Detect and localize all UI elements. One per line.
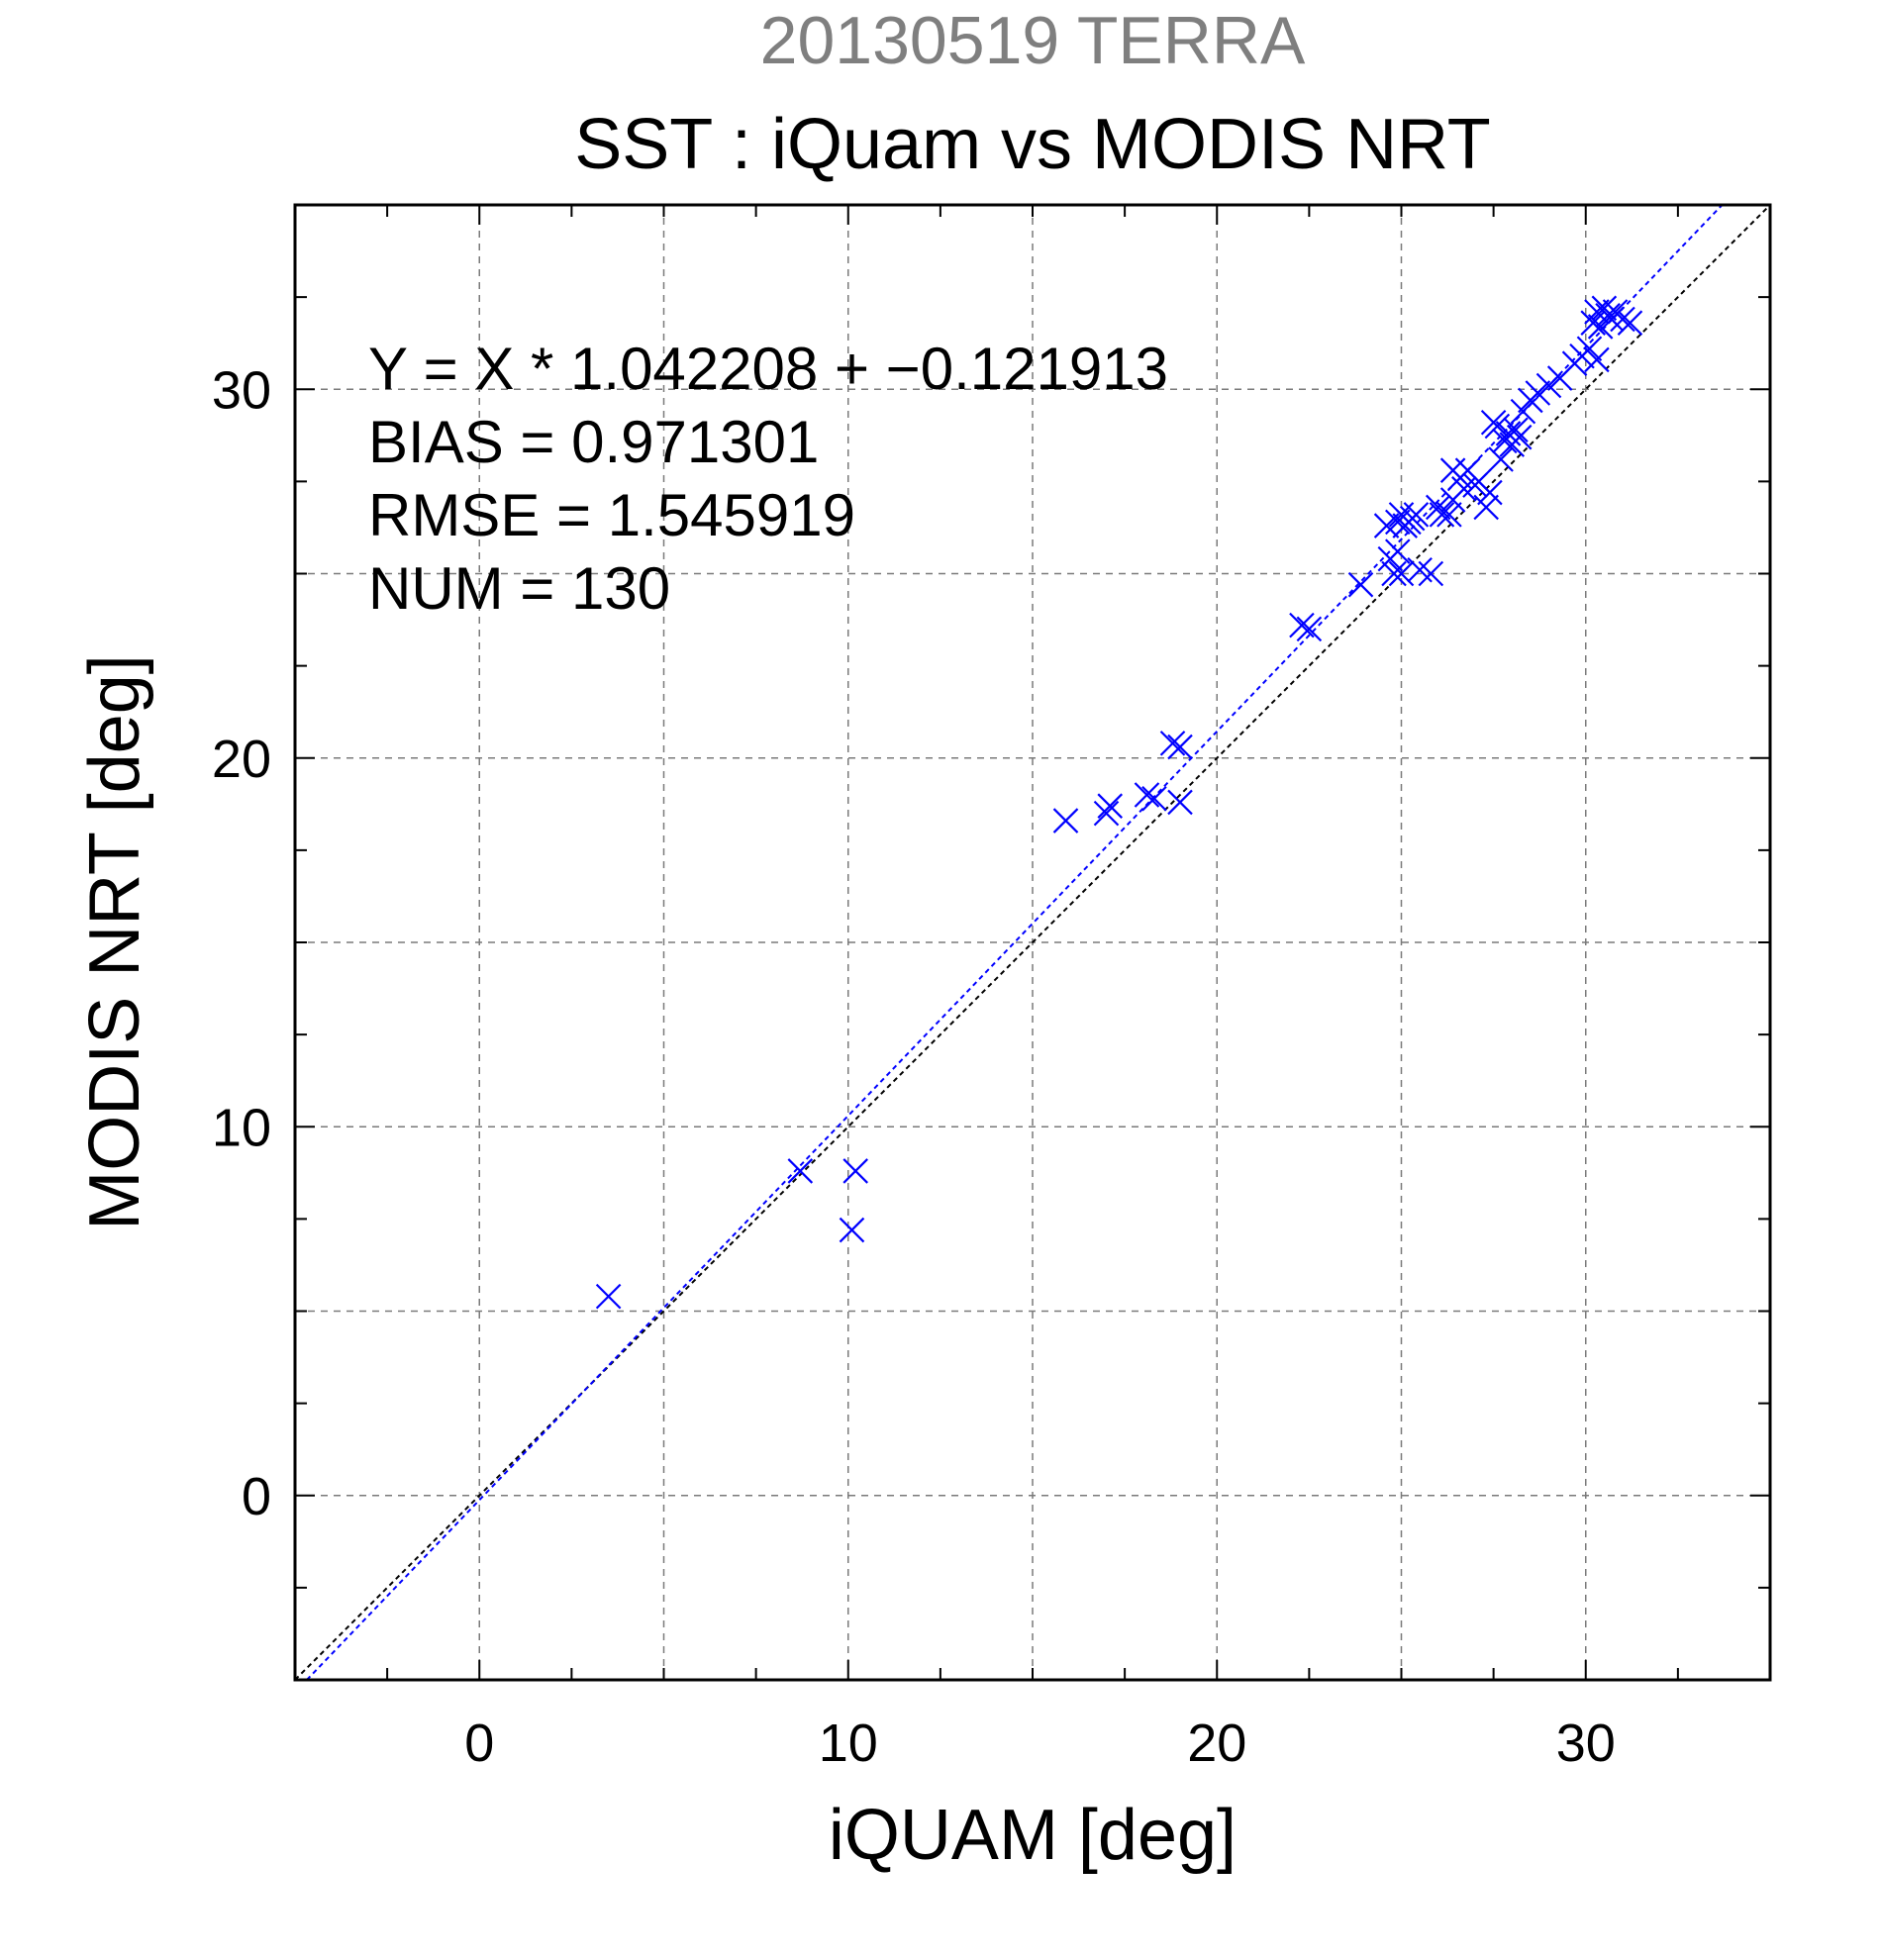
data-point: [1510, 398, 1536, 425]
data-point: [1418, 560, 1444, 587]
annotation-rmse: RMSE = 1.545919: [368, 482, 855, 548]
grid: [295, 205, 1770, 1680]
data-point: [1052, 808, 1079, 833]
data-point: [1488, 446, 1514, 472]
annotation-num: NUM = 130: [368, 555, 670, 622]
y-tick-label: 30: [212, 360, 271, 420]
data-point: [1610, 306, 1635, 333]
data-point: [1584, 346, 1610, 373]
data-point: [842, 1158, 868, 1184]
data-point: [1289, 612, 1315, 638]
identity-line: [294, 204, 1771, 1681]
data-point: [1473, 494, 1499, 521]
data-point: [1429, 502, 1455, 528]
reference-lines: [294, 204, 1771, 1681]
y-tick-label: 0: [242, 1467, 271, 1526]
annotation-bias: BIAS = 0.971301: [368, 409, 819, 475]
data-point: [1141, 785, 1167, 812]
x-tick-label: 20: [1187, 1714, 1246, 1773]
data-point: [1403, 502, 1430, 528]
data-point: [1159, 731, 1186, 756]
data-point: [1167, 789, 1193, 816]
x-axis-label: iQUAM [deg]: [829, 1796, 1237, 1875]
data-point: [1167, 734, 1193, 760]
data-point: [787, 1158, 814, 1184]
data-point: [1535, 372, 1562, 399]
data-point: [1425, 494, 1451, 521]
data-point: [1506, 424, 1533, 450]
plot-frame: [293, 203, 1772, 1682]
x-tick-label: 10: [819, 1714, 878, 1773]
tick-labels: 0 10 20 30 0 10 20 30: [212, 360, 1616, 1773]
data-point: [1503, 417, 1529, 443]
data-points: [595, 295, 1643, 1310]
stats-annotations: Y = X * 1.042208 + −0.121913 BIAS = 0.97…: [368, 336, 1168, 622]
regression-line: [306, 204, 1724, 1681]
data-point: [1093, 800, 1120, 827]
chart-title: 20130519 TERRA: [760, 3, 1306, 78]
data-point: [1525, 380, 1551, 406]
data-point: [1385, 539, 1411, 564]
x-tick-label: 0: [464, 1714, 494, 1773]
data-point: [1296, 616, 1323, 642]
data-point: [1477, 479, 1503, 506]
y-tick-label: 10: [212, 1098, 271, 1157]
data-point: [1576, 336, 1603, 362]
data-point: [1347, 571, 1374, 598]
data-point: [1134, 782, 1160, 808]
data-point: [1381, 560, 1407, 587]
y-tick-label: 20: [212, 730, 271, 789]
data-point: [1436, 502, 1462, 528]
chart-subtitle: SST : iQuam vs MODIS NRT: [574, 105, 1491, 184]
data-point: [595, 1283, 622, 1310]
data-point: [1617, 310, 1643, 336]
data-point: [1385, 509, 1411, 536]
x-tick-label: 30: [1556, 1714, 1616, 1773]
annotation-regression: Y = X * 1.042208 + −0.121913: [368, 336, 1168, 402]
data-point: [1097, 793, 1123, 819]
y-axis-label: MODIS NRT [deg]: [75, 654, 154, 1230]
data-point: [839, 1217, 865, 1243]
